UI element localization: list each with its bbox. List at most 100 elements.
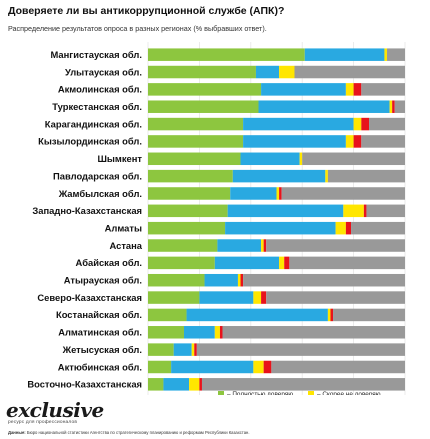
category-label: Алматинская обл.	[58, 327, 142, 338]
category-label: Мангистауская обл.	[50, 49, 142, 60]
category-label: Карагандинская обл.	[45, 118, 142, 129]
source-note: Данные: Бюро национальной статистики Аге…	[8, 430, 250, 435]
bar-segment-rather-not	[335, 221, 346, 235]
bar-segment-full-distrust	[392, 100, 395, 113]
bar-segment-partial-trust	[163, 378, 190, 391]
bar-segment-partial-trust	[240, 152, 300, 166]
bar-segment-partial-trust	[232, 169, 326, 183]
bar-segment-never-faced	[302, 152, 405, 166]
bar-segment-full-trust	[148, 135, 244, 148]
bar-segment-never-faced	[387, 48, 405, 61]
bar-segment-full-trust	[148, 152, 241, 166]
bar-segment-partial-trust	[173, 343, 192, 356]
bar-segment-full-distrust	[261, 291, 267, 304]
bar-segment-rather-not	[253, 291, 262, 304]
bar-segment-rather-not	[191, 343, 195, 356]
bar-segment-full-trust	[148, 256, 215, 270]
brand-logo: exclusive	[6, 398, 104, 422]
category-label: Северо-Казахстанская	[37, 292, 142, 303]
bar-segment-full-distrust	[194, 343, 197, 356]
source-text: Бюро национальной статистики Агентства п…	[26, 430, 250, 435]
bar-segment-full-distrust	[199, 378, 202, 391]
bar-segment-full-distrust	[219, 326, 223, 339]
bar-segment-full-trust	[148, 187, 231, 200]
bar-segment-rather-not	[389, 100, 393, 113]
bar-segment-never-faced	[366, 204, 405, 218]
category-label: Туркестанская обл.	[52, 101, 142, 112]
bar-segment-rather-not	[261, 239, 264, 252]
bar-segment-partial-trust	[204, 273, 238, 287]
brand-tagline: ресурс для профессионалов	[8, 420, 78, 425]
bar-segment-never-faced	[281, 187, 405, 200]
bar-segment-never-faced	[294, 65, 405, 79]
bar-segment-rather-not	[279, 256, 285, 270]
bar-segment-full-distrust	[240, 273, 244, 287]
legend-swatch	[308, 391, 314, 395]
bar-segment-rather-not	[353, 117, 362, 131]
legend-label: – Скорее не доверяю	[317, 391, 381, 395]
category-label: Кызылординская обл.	[38, 136, 142, 147]
bar-segment-rather-not	[343, 204, 364, 218]
bar-segment-partial-trust	[186, 308, 328, 322]
bar-segment-rather-not	[325, 169, 328, 183]
bar-segment-rather-not	[276, 187, 280, 200]
category-label: Улытауская обл.	[65, 66, 142, 77]
category-labels: Мангистауская обл. Улытауская обл. Акмолин…	[27, 49, 142, 390]
bar-segment-rather-not	[279, 65, 295, 79]
bar-segment-full-trust	[148, 308, 187, 322]
bar-segment-partial-trust	[304, 48, 385, 61]
category-label: Акмолинская обл.	[58, 84, 142, 95]
category-label: Алматы	[105, 222, 142, 233]
bar-segment-partial-trust	[261, 83, 346, 96]
bar-segment-full-trust	[148, 239, 218, 252]
bar-segment-partial-trust	[199, 291, 254, 304]
bar-segment-full-trust	[148, 169, 233, 183]
bar-segment-full-trust	[148, 65, 256, 79]
chart-title: Доверяете ли вы антикоррупционной службе…	[8, 5, 285, 17]
category-label: Западно-Казахстанская	[32, 205, 142, 216]
bar-segment-never-faced	[222, 326, 405, 339]
bar-segment-full-trust	[148, 378, 164, 391]
bar-segment-partial-trust	[217, 239, 262, 252]
bar-segment-never-faced	[196, 343, 405, 356]
chart-legend: – Полностью доверяю– Скорее не доверяю– …	[218, 391, 381, 395]
bar-segment-partial-trust	[183, 326, 215, 339]
bar-segment-never-faced	[369, 117, 405, 131]
bar-segment-never-faced	[266, 291, 405, 304]
bar-segment-never-faced	[361, 135, 405, 148]
stacked-bar-chart: Мангистауская обл. Улытауская обл. Акмолин…	[27, 42, 406, 395]
bar-segment-partial-trust	[230, 187, 277, 200]
bars	[148, 48, 405, 391]
bar-segment-full-distrust	[279, 187, 282, 200]
bar-segment-never-faced	[289, 256, 405, 270]
bar-segment-partial-trust	[214, 256, 280, 270]
bar-segment-never-faced	[243, 273, 405, 287]
bar-segment-full-distrust	[363, 204, 367, 218]
legend-label: – Полностью доверяю	[227, 391, 293, 395]
bar-segment-never-faced	[327, 169, 405, 183]
bar-segment-full-distrust	[330, 308, 334, 322]
bar-segment-never-faced	[271, 360, 405, 374]
bar-segment-full-trust	[148, 360, 172, 374]
category-label: Павлодарская обл.	[53, 170, 142, 181]
bar-segment-rather-not	[384, 48, 388, 61]
bar-segment-never-faced	[394, 100, 405, 113]
bar-segment-full-trust	[148, 343, 174, 356]
bar-segment-full-distrust	[263, 239, 267, 252]
bar-segment-never-faced	[361, 83, 405, 96]
category-label: Костанайская обл.	[56, 309, 142, 320]
bar-segment-full-trust	[148, 204, 228, 218]
bar-segment-partial-trust	[255, 65, 280, 79]
bar-segment-partial-trust	[258, 100, 390, 113]
bar-segment-full-distrust	[353, 135, 362, 148]
category-label: Актюбинская обл.	[58, 361, 142, 372]
bar-segment-partial-trust	[171, 360, 254, 374]
legend-swatch	[218, 391, 224, 395]
bar-segment-partial-trust	[243, 135, 346, 148]
bar-segment-partial-trust	[227, 204, 344, 218]
bar-segment-never-faced	[333, 308, 405, 322]
bar-segment-rather-not	[299, 152, 303, 166]
chart-subtitle: Распределение результатов опроса в разны…	[8, 24, 267, 33]
bar-segment-rather-not	[237, 273, 241, 287]
category-label: Атырауская обл.	[64, 275, 142, 286]
